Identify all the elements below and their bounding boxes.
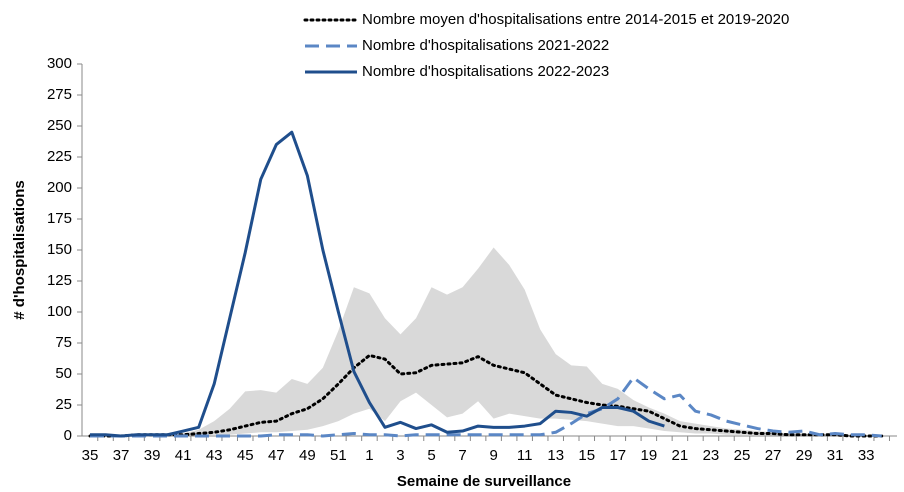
y-tick-label: 125 (47, 272, 72, 289)
x-tick-label: 47 (268, 447, 285, 464)
x-tick-label: 51 (330, 447, 347, 464)
x-tick-label: 15 (578, 447, 595, 464)
x-axis-title: Semaine de surveillance (397, 473, 571, 490)
y-tick-label: 100 (47, 303, 72, 320)
legend-label: Nombre d'hospitalisations 2021-2022 (362, 37, 609, 54)
x-tick-label: 1 (365, 447, 373, 464)
x-tick-label: 29 (796, 447, 813, 464)
x-tick-label: 33 (858, 447, 875, 464)
y-tick-label: 0 (64, 427, 72, 444)
y-axis-title: # d'hospitalisations (11, 180, 28, 319)
x-tick-label: 5 (427, 447, 435, 464)
y-tick-label: 200 (47, 179, 72, 196)
x-tick-label: 35 (82, 447, 99, 464)
x-tick-label: 37 (113, 447, 130, 464)
x-tick-label: 31 (827, 447, 844, 464)
y-tick-label: 275 (47, 86, 72, 103)
x-tick-label: 45 (237, 447, 254, 464)
series-line (90, 376, 882, 438)
x-tick-label: 9 (489, 447, 497, 464)
range-band (90, 247, 882, 436)
y-tick-label: 250 (47, 117, 72, 134)
x-tick-label: 17 (609, 447, 626, 464)
x-tick-label: 25 (734, 447, 751, 464)
y-tick-label: 50 (55, 365, 72, 382)
x-tick-label: 43 (206, 447, 223, 464)
x-tick-label: 21 (672, 447, 689, 464)
x-tick-label: 3 (396, 447, 404, 464)
y-tick-label: 25 (55, 396, 72, 413)
x-tick-label: 13 (547, 447, 564, 464)
y-tick-label: 150 (47, 241, 72, 258)
x-tick-label: 23 (703, 447, 720, 464)
x-tick-label: 41 (175, 447, 192, 464)
y-tick-label: 225 (47, 148, 72, 165)
y-tick-label: 300 (47, 55, 72, 72)
legend-label: Nombre moyen d'hospitalisations entre 20… (362, 11, 789, 28)
y-tick-label: 175 (47, 210, 72, 227)
x-tick-label: 49 (299, 447, 316, 464)
x-tick-label: 19 (641, 447, 658, 464)
series-line (90, 130, 665, 438)
legend-label: Nombre d'hospitalisations 2022-2023 (362, 63, 609, 80)
x-tick-label: 27 (765, 447, 782, 464)
x-tick-label: 7 (458, 447, 466, 464)
x-tick-label: 39 (144, 447, 161, 464)
x-tick-label: 11 (517, 447, 533, 464)
y-tick-label: 75 (55, 334, 72, 351)
series-line (88, 353, 884, 438)
